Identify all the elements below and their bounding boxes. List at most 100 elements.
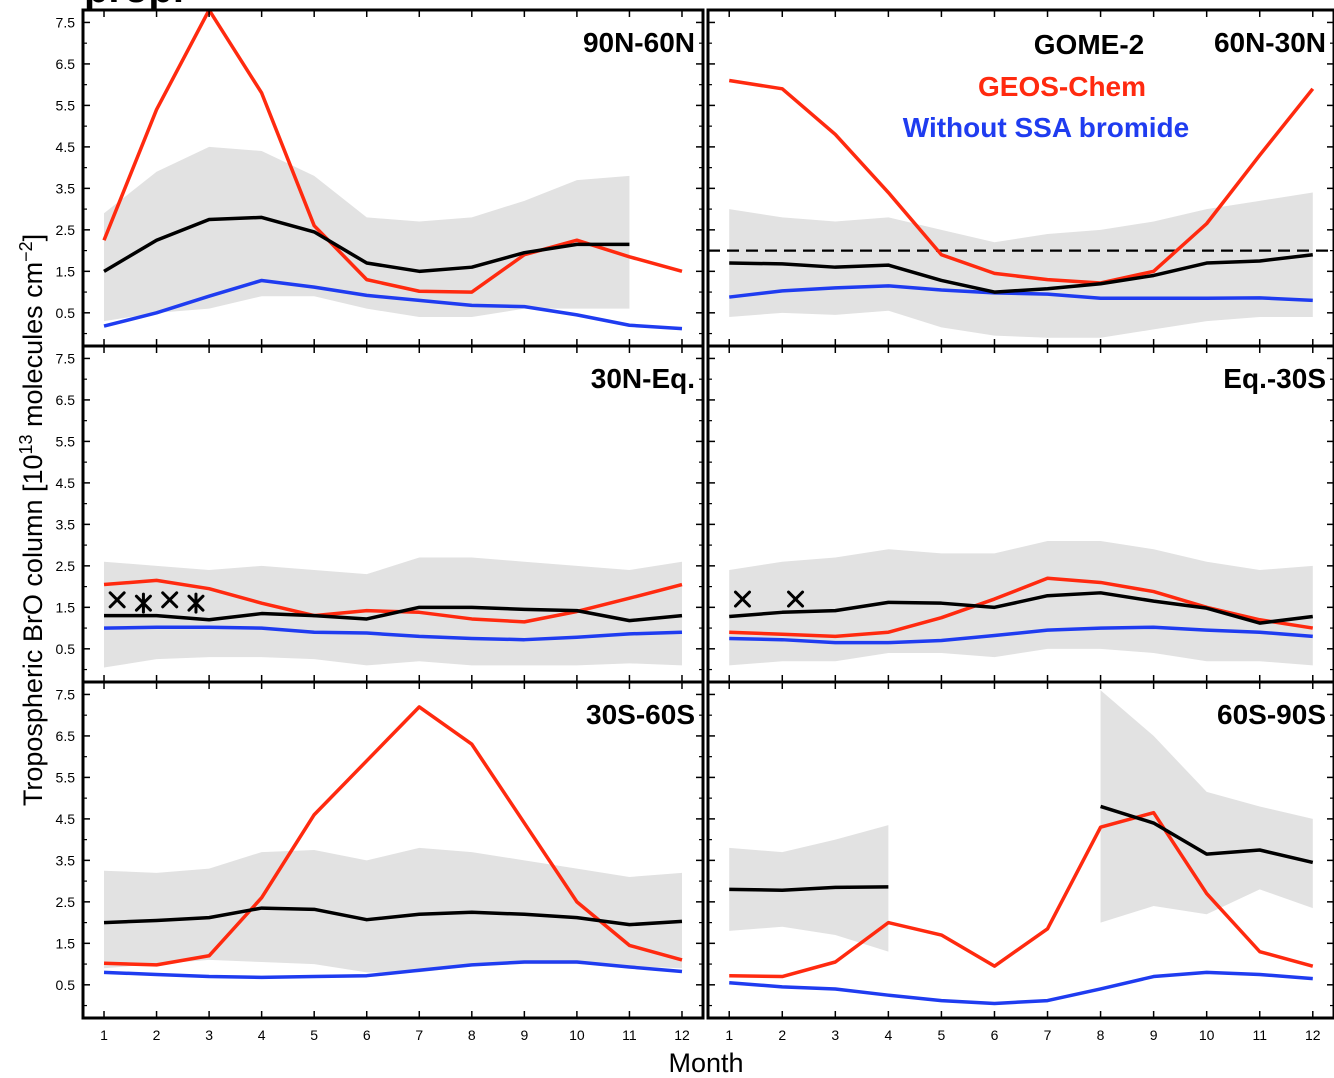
y-tick-label: 0.5 (56, 305, 76, 321)
y-tick-label: 7.5 (56, 14, 76, 30)
panel-title: 30N-Eq. (591, 363, 695, 394)
without-ssa-line (103, 278, 683, 331)
ylabel-sup-13: 13 (16, 434, 36, 454)
panel-frame (706, 680, 1334, 1020)
panel-plot-area (103, 557, 683, 668)
panel-title: 90N-60N (583, 27, 695, 58)
x-tick-label: 12 (1305, 1027, 1321, 1043)
panel-title: 60N-30N (1214, 27, 1326, 58)
x-tick-label: 9 (520, 1027, 528, 1043)
ylabel-sup-minus2: −2 (16, 241, 36, 262)
y-tick-label: 1.5 (56, 935, 76, 951)
panel-1: 0.5 1.5 2.5 3.5 4.5 5.5 6.5 7.5 90N-60N (56, 8, 705, 348)
panel-plot-area (103, 705, 683, 980)
x-tick-label: 10 (1199, 1027, 1215, 1043)
x-tick-label: 8 (1097, 1027, 1105, 1043)
panel-plot-area (708, 78, 1334, 338)
y-tick-label: 3.5 (56, 852, 76, 868)
marker-x (108, 591, 126, 609)
uncertainty-band (104, 847, 682, 973)
x-tick-label: 12 (674, 1027, 690, 1043)
y-tick-label: 5.5 (56, 433, 76, 449)
panel-plot-area (102, 10, 683, 331)
x-tick-label: 10 (569, 1027, 585, 1043)
x-tick-label: 11 (1252, 1027, 1267, 1043)
geoschem-line (103, 705, 683, 967)
x-tick-label: 1 (100, 1027, 108, 1043)
marker-asterisk (187, 592, 205, 614)
x-tick-label: 2 (153, 1027, 161, 1043)
y-tick-label: 4.5 (56, 811, 76, 827)
legend-geoschem: GEOS-Chem (978, 71, 1146, 102)
y-tick-label: 6.5 (56, 56, 76, 72)
y-tick-label: 6.5 (56, 728, 76, 744)
ylabel-part-2: molecules cm (18, 262, 48, 435)
gome2-line (1100, 804, 1314, 865)
x-tick-label: 2 (778, 1027, 786, 1043)
ylabel-part-1: Tropospheric BrO column [10 (18, 454, 48, 806)
y-axis-label: Tropospheric BrO column [1013 molecules … (16, 234, 48, 806)
y-tick-label: 7.5 (56, 686, 76, 702)
geoschem-line (728, 78, 1315, 285)
y-tick-label: 0.5 (56, 977, 76, 993)
y-tick-label: 3.5 (56, 180, 76, 196)
uncertainty-band (1100, 690, 1313, 923)
x-tick-label: 3 (831, 1027, 839, 1043)
x-tick-label: 1 (725, 1027, 733, 1043)
y-tick-label: 4.5 (56, 139, 76, 155)
x-tick-label: 6 (363, 1027, 371, 1043)
uncertainty-band (729, 192, 1313, 338)
y-tick-label: 6.5 (56, 392, 76, 408)
x-tick-label: 5 (938, 1027, 946, 1043)
gome2-line (729, 591, 1313, 625)
panel-plot-area (729, 690, 1314, 1006)
x-tick-label: 9 (1150, 1027, 1158, 1043)
gome2-line (729, 253, 1313, 294)
uncertainty-band (104, 146, 630, 322)
marker-x (733, 590, 751, 608)
x-tick-label: 8 (468, 1027, 476, 1043)
legend: GOME-2 GEOS-Chem Without SSA bromide (903, 29, 1189, 143)
panels-layer: 0.5 1.5 2.5 3.5 4.5 5.5 6.5 7.5 90N-60N 60N-30N 0.… (56, 8, 1334, 1043)
gome2-line (103, 215, 630, 274)
panel-5: 0.51.52.53.54.55.56.57.51 2 3 4 5 6 7 8 9 10 11 123… (56, 680, 705, 1043)
x-tick-label: 5 (310, 1027, 318, 1043)
without-ssa-line (729, 970, 1313, 1006)
x-tick-label: 7 (415, 1027, 423, 1043)
ylabel-part-3: ] (18, 234, 48, 242)
x-tick-label: 4 (258, 1027, 266, 1043)
x-tick-label: 11 (622, 1027, 637, 1043)
gome2-line (104, 605, 683, 623)
y-tick-label: 2.5 (56, 558, 76, 574)
y-tick-label: 1.5 (56, 599, 76, 615)
without-ssa-line (103, 960, 683, 980)
panel-3: 0.5 1.5 2.5 3.5 4.5 5.5 6.5 7.5 30N-Eq. (56, 344, 705, 684)
y-tick-label: 2.5 (56, 894, 76, 910)
y-tick-label: 7.5 (56, 350, 76, 366)
without-ssa-line (729, 284, 1313, 303)
panel-title: 30S-60S (586, 699, 695, 730)
marker-x (161, 591, 179, 609)
legend-gome2: GOME-2 (1034, 29, 1144, 60)
panel-2: 60N-30N (706, 8, 1334, 348)
x-tick-label: 3 (205, 1027, 213, 1043)
panel-title: Eq.-30S (1223, 363, 1326, 394)
panel-title: 60S-90S (1217, 699, 1326, 730)
marker-x (787, 590, 805, 608)
y-tick-label: 5.5 (56, 769, 76, 785)
gome2-line (103, 906, 683, 927)
x-tick-label: 4 (884, 1027, 892, 1043)
legend-without-ssa: Without SSA bromide (903, 112, 1189, 143)
without-ssa-line (103, 625, 683, 642)
gome2-line (729, 885, 889, 892)
marker-asterisk (134, 592, 152, 614)
panel-frame (81, 680, 705, 1020)
y-tick-label: 5.5 (56, 97, 76, 113)
x-tick-label: 7 (1044, 1027, 1052, 1043)
panel-4: Eq.-30S (706, 344, 1334, 684)
y-tick-label: 3.5 (56, 516, 76, 532)
geoschem-line (729, 810, 1314, 979)
x-axis-label: Month (668, 1048, 743, 1078)
